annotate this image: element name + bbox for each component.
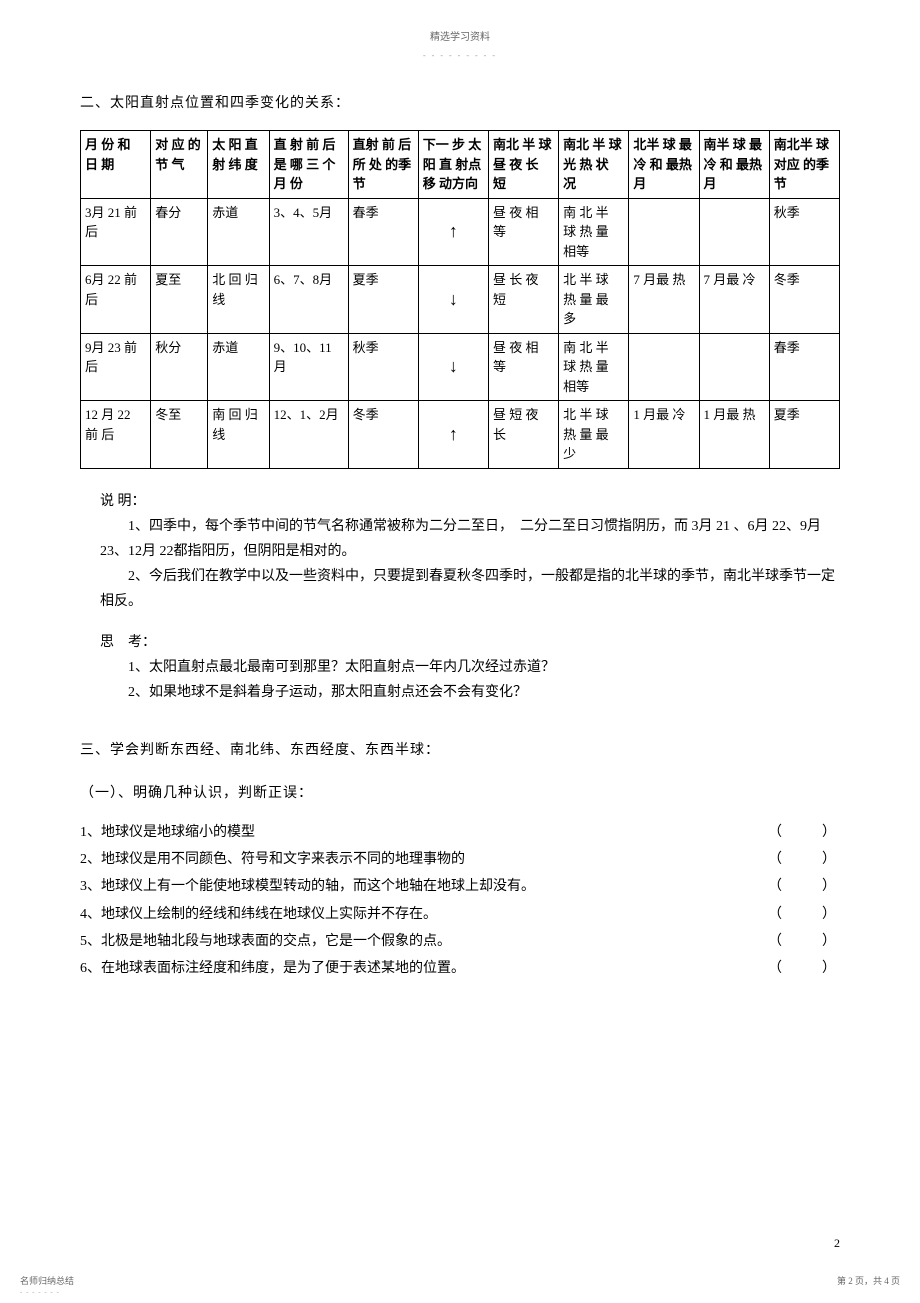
page-number: 2 — [834, 1234, 840, 1253]
question-text: 1、地球仪是地球缩小的模型 — [80, 820, 255, 845]
table-cell: 1 月最 冷 — [629, 401, 699, 469]
table-cell: 冬季 — [348, 401, 418, 469]
think2: 2、如果地球不是斜着身子运动，那太阳直射点还会不会有变化？ — [100, 680, 840, 705]
table-cell: ↓ — [418, 333, 488, 401]
table-cell: 昼 短 夜 长 — [488, 401, 558, 469]
th-0: 月 份 和 日 期 — [81, 131, 151, 199]
th-3: 直 射 前 后 是 哪 三 个 月 份 — [269, 131, 348, 199]
table-cell: 12、1、2月 — [269, 401, 348, 469]
table-row: 12 月 22 前 后冬至南 回 归线12、1、2月冬季↑昼 短 夜 长北 半 … — [81, 401, 840, 469]
th-7: 南北 半 球光 热 状 况 — [559, 131, 629, 199]
think-block: 思 考： 1、太阳直射点最北最南可到那里？太阳直射点一年内几次经过赤道？ 2、如… — [100, 630, 840, 706]
table-header-row: 月 份 和 日 期 对 应 的 节 气 太 阳 直 射 纬 度 直 射 前 后 … — [81, 131, 840, 199]
section3-subtitle: （一）、明确几种认识，判断正误： — [80, 783, 840, 805]
questions-list: 1、地球仪是地球缩小的模型（ ）2、地球仪是用不同颜色、符号和文字来表示不同的地… — [80, 820, 840, 981]
table-cell: 3月 21 前后 — [81, 198, 151, 266]
table-cell: 6月 22 前后 — [81, 266, 151, 334]
question-item: 5、北极是地轴北段与地球表面的交点，它是一个假象的点。 （ ） — [80, 929, 840, 954]
table-cell: 南 北 半 球 热 量 相等 — [559, 198, 629, 266]
table-cell: 春季 — [348, 198, 418, 266]
question-text: 6、在地球表面标注经度和纬度，是为了便于表述某地的位置。 — [80, 956, 465, 981]
table-cell: 6、7、8月 — [269, 266, 348, 334]
question-text: 2、地球仪是用不同颜色、符号和文字来表示不同的地理事物的 — [80, 847, 465, 872]
table-cell — [629, 198, 699, 266]
table-cell — [699, 198, 769, 266]
question-item: 4、地球仪上绘制的经线和纬线在地球仪上实际并不存在。 （ ） — [80, 902, 840, 927]
th-1: 对 应 的 节 气 — [151, 131, 208, 199]
question-item: 6、在地球表面标注经度和纬度，是为了便于表述某地的位置。 （ ） — [80, 956, 840, 981]
table-cell: 夏至 — [151, 266, 208, 334]
table-cell: 9、10、11月 — [269, 333, 348, 401]
footer-right: 第 2 页，共 4 页 — [837, 1274, 900, 1288]
table-cell: 北 半 球 热 量 最 多 — [559, 266, 629, 334]
table-cell: 秋分 — [151, 333, 208, 401]
table-row: 6月 22 前后夏至北 回 归线6、7、8月夏季↓昼 长 夜 短北 半 球 热 … — [81, 266, 840, 334]
note1: 1、四季中，每个季节中间的节气名称通常被称为二分二至日， 二分二至日习惯指阴历，… — [100, 514, 840, 564]
table-cell: 冬季 — [769, 266, 839, 334]
section3-title: 三、学会判断东西经、南北纬、东西经度、东西半球： — [80, 740, 840, 762]
table-cell: 南 回 归线 — [208, 401, 269, 469]
answer-paren: （ ） — [768, 847, 840, 872]
table-cell: 9月 23 前后 — [81, 333, 151, 401]
table-cell — [699, 333, 769, 401]
table-cell — [629, 333, 699, 401]
table-cell: 夏季 — [348, 266, 418, 334]
answer-paren: （ ） — [768, 874, 840, 899]
table-row: 3月 21 前后春分赤道3、4、5月春季↑昼 夜 相 等南 北 半 球 热 量 … — [81, 198, 840, 266]
table-cell: 昼 夜 相 等 — [488, 198, 558, 266]
question-text: 4、地球仪上绘制的经线和纬线在地球仪上实际并不存在。 — [80, 902, 437, 927]
table-cell: 北 半 球 热 量 最 少 — [559, 401, 629, 469]
table-cell: 7 月最 冷 — [699, 266, 769, 334]
footer-dots: - - - - - - - — [20, 1287, 60, 1298]
table-cell: 北 回 归线 — [208, 266, 269, 334]
section2-title: 二、太阳直射点位置和四季变化的关系： — [80, 93, 840, 115]
note-label: 说 明： — [100, 489, 840, 514]
table-cell: 秋季 — [348, 333, 418, 401]
table-cell: 赤道 — [208, 333, 269, 401]
th-2: 太 阳 直 射 纬 度 — [208, 131, 269, 199]
header-dots: - - - - - - - - - — [80, 50, 840, 63]
table-cell: ↑ — [418, 198, 488, 266]
th-6: 南北 半 球昼 夜 长 短 — [488, 131, 558, 199]
think-label: 思 考： — [100, 630, 840, 655]
think1: 1、太阳直射点最北最南可到那里？太阳直射点一年内几次经过赤道？ — [100, 655, 840, 680]
header-small-text: 精选学习资料 — [80, 30, 840, 46]
table-cell: 1 月最 热 — [699, 401, 769, 469]
table-cell: 昼 夜 相 等 — [488, 333, 558, 401]
th-5: 下一 步 太阳 直 射点 移 动方向 — [418, 131, 488, 199]
th-4: 直射 前 后所 处 的季节 — [348, 131, 418, 199]
table-cell: 春季 — [769, 333, 839, 401]
table-cell: 冬至 — [151, 401, 208, 469]
th-10: 南北半 球对应 的季节 — [769, 131, 839, 199]
question-item: 2、地球仪是用不同颜色、符号和文字来表示不同的地理事物的 （ ） — [80, 847, 840, 872]
note2: 2、今后我们在教学中以及一些资料中，只要提到春夏秋冬四季时，一般都是指的北半球的… — [100, 564, 840, 614]
th-9: 南半 球 最冷 和 最热月 — [699, 131, 769, 199]
table-row: 9月 23 前后秋分赤道9、10、11月秋季↓昼 夜 相 等南 北 半 球 热 … — [81, 333, 840, 401]
answer-paren: （ ） — [768, 956, 840, 981]
answer-paren: （ ） — [768, 820, 840, 845]
question-text: 5、北极是地轴北段与地球表面的交点，它是一个假象的点。 — [80, 929, 451, 954]
table-cell: 夏季 — [769, 401, 839, 469]
table-cell: 12 月 22 前 后 — [81, 401, 151, 469]
table-cell: 南 北 半 球 热 量 相等 — [559, 333, 629, 401]
table-cell: 春分 — [151, 198, 208, 266]
table-cell: ↓ — [418, 266, 488, 334]
table-cell: 昼 长 夜 短 — [488, 266, 558, 334]
table-cell: 赤道 — [208, 198, 269, 266]
table-cell: 秋季 — [769, 198, 839, 266]
question-text: 3、地球仪上有一个能使地球模型转动的轴，而这个地轴在地球上却没有。 — [80, 874, 535, 899]
season-table: 月 份 和 日 期 对 应 的 节 气 太 阳 直 射 纬 度 直 射 前 后 … — [80, 130, 840, 469]
question-item: 1、地球仪是地球缩小的模型 （ ） — [80, 820, 840, 845]
question-item: 3、地球仪上有一个能使地球模型转动的轴，而这个地轴在地球上却没有。 （ ） — [80, 874, 840, 899]
table-cell: ↑ — [418, 401, 488, 469]
table-cell: 3、4、5月 — [269, 198, 348, 266]
answer-paren: （ ） — [768, 902, 840, 927]
answer-paren: （ ） — [768, 929, 840, 954]
note-block: 说 明： 1、四季中，每个季节中间的节气名称通常被称为二分二至日， 二分二至日习… — [100, 489, 840, 615]
table-cell: 7 月最 热 — [629, 266, 699, 334]
th-8: 北半 球 最冷 和 最热月 — [629, 131, 699, 199]
